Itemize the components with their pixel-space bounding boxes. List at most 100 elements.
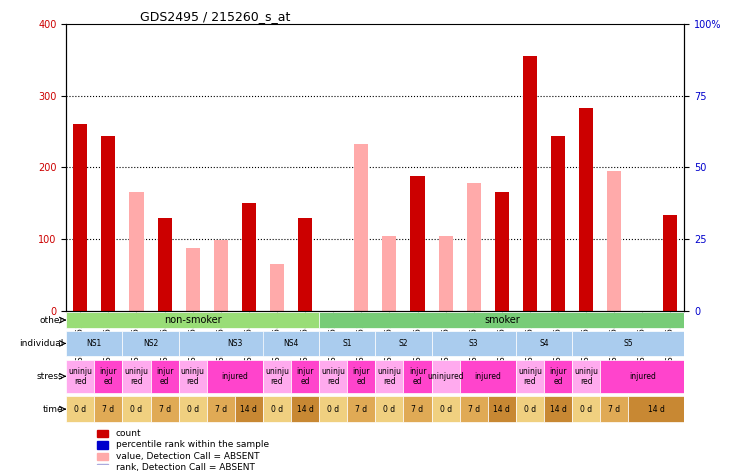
Text: 14 d: 14 d	[648, 405, 665, 414]
Bar	[495, 192, 509, 311]
Bar	[663, 216, 677, 311]
FancyBboxPatch shape	[460, 396, 488, 422]
FancyBboxPatch shape	[347, 396, 375, 422]
Text: injur
ed: injur ed	[408, 366, 426, 386]
FancyBboxPatch shape	[94, 396, 122, 422]
Bar	[130, 192, 144, 311]
Text: S3: S3	[469, 339, 478, 348]
Text: 7 d: 7 d	[102, 405, 115, 414]
Bar	[242, 203, 256, 311]
Text: non-smoker: non-smoker	[164, 315, 222, 325]
Bar	[354, 145, 368, 311]
Text: stress: stress	[37, 372, 63, 381]
Text: NS2: NS2	[143, 339, 158, 348]
Text: injured: injured	[474, 372, 501, 381]
Bar	[383, 236, 397, 311]
Text: injur
ed: injur ed	[549, 366, 567, 386]
FancyBboxPatch shape	[403, 360, 431, 393]
FancyBboxPatch shape	[66, 360, 94, 393]
FancyBboxPatch shape	[122, 360, 151, 393]
FancyBboxPatch shape	[151, 360, 179, 393]
FancyBboxPatch shape	[122, 330, 179, 356]
Text: 14 d: 14 d	[550, 405, 567, 414]
FancyBboxPatch shape	[572, 360, 600, 393]
Text: 0 d: 0 d	[271, 405, 283, 414]
Text: individual: individual	[19, 339, 63, 348]
Bar	[467, 183, 481, 311]
FancyBboxPatch shape	[319, 396, 347, 422]
FancyBboxPatch shape	[263, 396, 291, 422]
Text: NS3: NS3	[227, 339, 243, 348]
FancyBboxPatch shape	[629, 396, 684, 422]
FancyBboxPatch shape	[207, 360, 263, 393]
Text: value, Detection Call = ABSENT: value, Detection Call = ABSENT	[116, 452, 259, 461]
Text: GDS2495 / 215260_s_at: GDS2495 / 215260_s_at	[141, 9, 291, 23]
Text: count: count	[116, 429, 141, 438]
Bar	[579, 108, 593, 311]
FancyBboxPatch shape	[431, 360, 460, 393]
Bar	[97, 429, 108, 437]
FancyBboxPatch shape	[207, 396, 235, 422]
FancyBboxPatch shape	[403, 396, 431, 422]
FancyBboxPatch shape	[291, 360, 319, 393]
FancyBboxPatch shape	[151, 396, 179, 422]
Text: 14 d: 14 d	[297, 405, 314, 414]
Bar	[97, 441, 108, 448]
Text: uninju
red: uninju red	[574, 366, 598, 386]
Bar	[551, 137, 565, 311]
Text: 0 d: 0 d	[383, 405, 395, 414]
Text: 0 d: 0 d	[524, 405, 536, 414]
FancyBboxPatch shape	[375, 396, 403, 422]
FancyBboxPatch shape	[291, 396, 319, 422]
Text: NS4: NS4	[283, 339, 299, 348]
Bar	[74, 124, 88, 311]
Text: 7 d: 7 d	[411, 405, 424, 414]
Text: time: time	[43, 405, 63, 414]
Text: smoker: smoker	[484, 315, 520, 325]
FancyBboxPatch shape	[319, 360, 347, 393]
Text: 0 d: 0 d	[327, 405, 339, 414]
FancyBboxPatch shape	[235, 396, 263, 422]
FancyBboxPatch shape	[516, 330, 572, 356]
Text: 0 d: 0 d	[439, 405, 452, 414]
Text: uninju
red: uninju red	[378, 366, 401, 386]
FancyBboxPatch shape	[347, 360, 375, 393]
Text: injur
ed: injur ed	[353, 366, 370, 386]
FancyBboxPatch shape	[516, 396, 544, 422]
Text: NS1: NS1	[87, 339, 102, 348]
Text: uninjured: uninjured	[428, 372, 464, 381]
FancyBboxPatch shape	[66, 396, 94, 422]
FancyBboxPatch shape	[600, 396, 629, 422]
FancyBboxPatch shape	[544, 360, 572, 393]
FancyBboxPatch shape	[179, 396, 207, 422]
FancyBboxPatch shape	[544, 396, 572, 422]
Text: injur
ed: injur ed	[297, 366, 314, 386]
Text: 0 d: 0 d	[74, 405, 86, 414]
FancyBboxPatch shape	[179, 330, 291, 356]
FancyBboxPatch shape	[263, 330, 319, 356]
FancyBboxPatch shape	[375, 360, 403, 393]
Bar	[411, 176, 425, 311]
FancyBboxPatch shape	[572, 396, 600, 422]
Bar	[607, 171, 621, 311]
Bar	[97, 464, 108, 472]
Bar	[439, 236, 453, 311]
Text: injured: injured	[629, 372, 656, 381]
FancyBboxPatch shape	[375, 330, 431, 356]
Bar	[102, 137, 116, 311]
Bar	[523, 56, 537, 311]
FancyBboxPatch shape	[431, 330, 516, 356]
FancyBboxPatch shape	[94, 360, 122, 393]
FancyBboxPatch shape	[122, 396, 151, 422]
Bar	[185, 248, 199, 311]
Bar	[97, 453, 108, 460]
Text: other: other	[39, 316, 63, 325]
Text: injur
ed: injur ed	[99, 366, 117, 386]
FancyBboxPatch shape	[600, 360, 684, 393]
Text: 0 d: 0 d	[580, 405, 592, 414]
Text: 7 d: 7 d	[158, 405, 171, 414]
Text: uninju
red: uninju red	[124, 366, 149, 386]
FancyBboxPatch shape	[460, 360, 516, 393]
Text: 14 d: 14 d	[493, 405, 510, 414]
Text: injur
ed: injur ed	[156, 366, 174, 386]
